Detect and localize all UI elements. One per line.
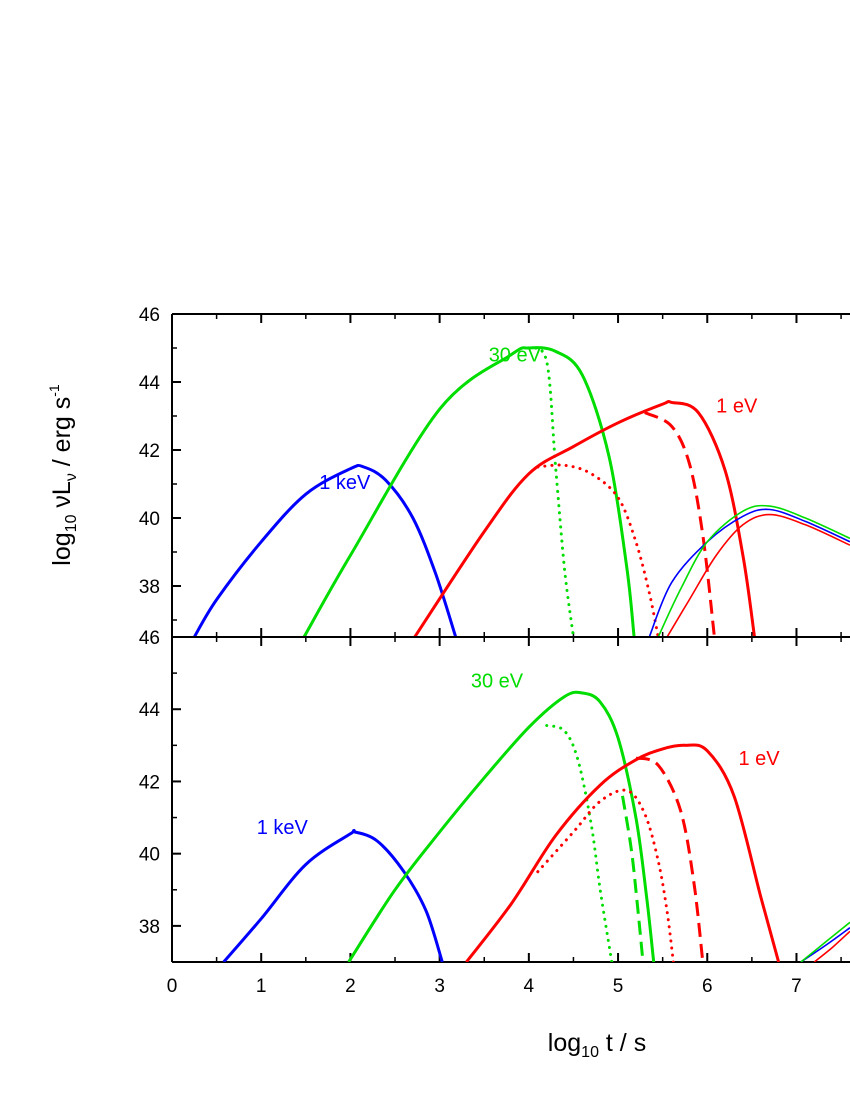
- series-line-solid: [666, 513, 850, 637]
- x-tick-label: 0: [167, 976, 178, 997]
- series-group: [193, 346, 850, 637]
- x-tick-label: 2: [345, 976, 356, 997]
- series-annotation: 1 eV: [716, 396, 758, 418]
- series-line-solid: [648, 508, 850, 637]
- series-line-solid: [413, 399, 756, 637]
- series-line-solid: [193, 463, 458, 637]
- x-tick-label: 1: [256, 976, 267, 997]
- x-axis-title: log10 t / s: [548, 1029, 646, 1061]
- series-annotation: 1 keV: [319, 472, 371, 494]
- series-line-solid: [813, 930, 850, 962]
- series-annotation: 1 keV: [257, 817, 309, 839]
- series-line-solid: [657, 504, 850, 637]
- series-line-dashed: [644, 411, 716, 637]
- y-tick-label: 46: [139, 305, 160, 326]
- y-tick-label: 38: [139, 917, 160, 938]
- series-annotation: 30 eV: [489, 345, 542, 367]
- series-line-solid: [222, 828, 444, 962]
- series-line-dotted: [536, 788, 675, 962]
- y-tick-label: 42: [139, 441, 160, 462]
- y-axis-title: log10 νLν / erg s-1: [46, 384, 80, 566]
- series-line-dotted: [536, 463, 660, 637]
- y-tick-label: 40: [139, 845, 160, 866]
- y-tick-label: 46: [139, 628, 160, 649]
- x-tick-label: 6: [702, 976, 713, 997]
- series-line-solid: [800, 921, 850, 962]
- top-panel: 38 40 42 44 46 1 keV 30 eV 1 eV: [139, 305, 850, 638]
- series-line-dotted: [545, 724, 614, 962]
- bottom-panel: 38 40 42 44 46 0 1 2 3 4 5 6 7 1 keV 30 eV 1 eV: [139, 628, 850, 997]
- series-line-solid: [347, 690, 656, 962]
- series-annotation: 30 eV: [471, 671, 524, 693]
- series-line-dotted: [527, 346, 575, 637]
- x-tick-label: 4: [524, 976, 535, 997]
- y-tick-label: 38: [139, 577, 160, 598]
- series-line-dashed: [635, 756, 705, 962]
- y-tick-label: 42: [139, 772, 160, 793]
- y-tick-label: 44: [139, 373, 161, 394]
- series-group: [222, 690, 850, 962]
- x-tick-label: 3: [434, 976, 445, 997]
- y-tick-label: 40: [139, 509, 160, 530]
- series-line-dashed: [621, 795, 645, 962]
- x-tick-label: 5: [613, 976, 624, 997]
- y-tick-label: 44: [139, 700, 161, 721]
- series-line-solid: [465, 743, 781, 962]
- x-tick-label: 7: [791, 976, 802, 997]
- series-annotation: 1 eV: [738, 748, 780, 770]
